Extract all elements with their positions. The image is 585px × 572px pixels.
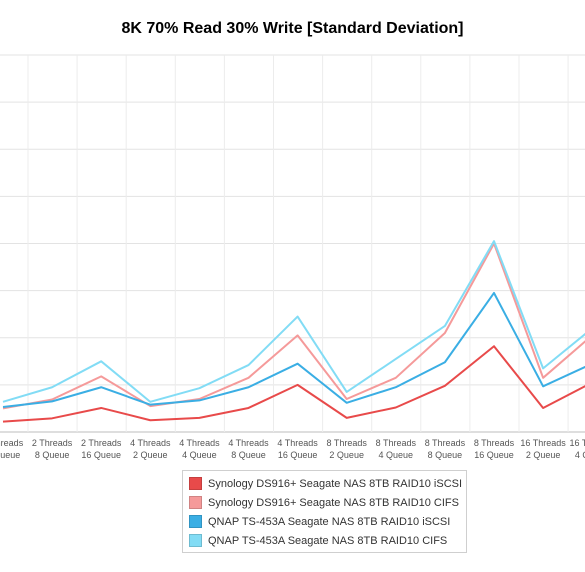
- legend-swatch: [189, 477, 202, 490]
- series-line-4: [2, 240, 585, 403]
- legend-swatch: [189, 496, 202, 509]
- series-line-1: [2, 345, 585, 423]
- x-tick-label: 8 Threads: [425, 438, 466, 448]
- legend: Synology DS916+ Seagate NAS 8TB RAID10 i…: [182, 470, 467, 553]
- x-tick-label: 4 Threads: [179, 438, 220, 448]
- x-tick-label: 8 Threads: [327, 438, 368, 448]
- x-tick-label: 8 Queue: [231, 450, 266, 460]
- chart-title: 8K 70% Read 30% Write [Standard Deviatio…: [121, 20, 464, 37]
- x-tick-label: 2 Queue: [329, 450, 364, 460]
- legend-label: QNAP TS-453A Seagate NAS 8TB RAID10 iSCS…: [208, 515, 451, 528]
- x-tick-label: 4 Threads: [228, 438, 269, 448]
- x-tick-label: 2 Queue: [133, 450, 168, 460]
- legend-label: Synology DS916+ Seagate NAS 8TB RAID10 C…: [208, 496, 459, 509]
- x-tick-label: 2 Threads: [32, 438, 73, 448]
- x-tick-label: 16 Queue: [278, 450, 318, 460]
- legend-item[interactable]: Synology DS916+ Seagate NAS 8TB RAID10 i…: [183, 474, 466, 493]
- grid: [0, 54, 585, 433]
- legend-label: QNAP TS-453A Seagate NAS 8TB RAID10 CIFS: [208, 534, 448, 547]
- legend-label: Synology DS916+ Seagate NAS 8TB RAID10 i…: [208, 477, 463, 490]
- x-tick-label: 8 Threads: [376, 438, 417, 448]
- legend-swatch: [189, 534, 202, 547]
- series-line-2: [2, 242, 585, 410]
- legend-swatch: [189, 515, 202, 528]
- x-tick-label: 4 Threads: [277, 438, 318, 448]
- legend-item[interactable]: QNAP TS-453A Seagate NAS 8TB RAID10 CIFS: [183, 531, 466, 550]
- line-chart: 1 Threads 2 Queue 2 Threads 8 Queue 2 Thread…: [0, 54, 585, 460]
- x-tick-label: 4 Queue: [575, 450, 585, 460]
- x-tick-label: 16 Threads: [570, 438, 585, 448]
- x-tick-label: 4 Queue: [379, 450, 414, 460]
- x-tick-label: 16 Queue: [474, 450, 514, 460]
- x-tick-label: 8 Queue: [35, 450, 70, 460]
- legend-item[interactable]: QNAP TS-453A Seagate NAS 8TB RAID10 iSCS…: [183, 512, 466, 531]
- x-tick-label: 16 Queue: [81, 450, 121, 460]
- series-lines: [2, 240, 585, 423]
- x-tick-label: 1 Threads: [0, 438, 24, 448]
- x-tick-labels: 1 Threads 2 Queue 2 Threads 8 Queue 2 Thread…: [0, 438, 585, 460]
- x-tick-label: 2 Threads: [81, 438, 122, 448]
- x-tick-label: 2 Queue: [526, 450, 561, 460]
- series-line-3: [2, 291, 585, 409]
- x-tick-label: 8 Queue: [428, 450, 463, 460]
- legend-item[interactable]: Synology DS916+ Seagate NAS 8TB RAID10 C…: [183, 493, 466, 512]
- x-tick-label: 4 Queue: [182, 450, 217, 460]
- x-tick-label: 16 Threads: [520, 438, 566, 448]
- x-tick-label: 8 Threads: [474, 438, 515, 448]
- x-tick-label: 4 Threads: [130, 438, 171, 448]
- x-tick-label: 2 Queue: [0, 450, 20, 460]
